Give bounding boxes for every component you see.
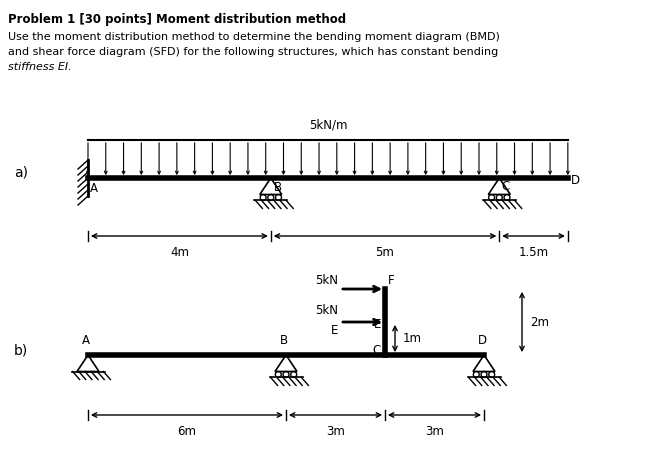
Text: 1m: 1m [403,332,422,345]
Text: C: C [501,180,510,193]
Text: 5kN/m: 5kN/m [309,119,347,132]
Text: and shear force diagram (SFD) for the following structures, which has constant b: and shear force diagram (SFD) for the fo… [8,47,498,57]
Text: E: E [373,317,381,330]
Text: b): b) [14,343,28,357]
Text: A: A [90,182,98,195]
Text: Problem 1 [30 points] Moment distribution method: Problem 1 [30 points] Moment distributio… [8,13,346,26]
Text: B: B [274,181,282,194]
Text: 4m: 4m [170,246,189,259]
Text: 5kN: 5kN [315,304,338,317]
Text: 6m: 6m [178,425,196,438]
Text: B: B [280,334,288,347]
Text: 2m: 2m [530,316,549,329]
Text: a): a) [14,166,28,180]
Text: F: F [388,274,395,287]
Text: 1.5m: 1.5m [519,246,548,259]
Text: D: D [571,173,580,186]
Text: E: E [331,324,338,337]
Text: 3m: 3m [425,425,444,438]
Text: Use the moment distribution method to determine the bending moment diagram (BMD): Use the moment distribution method to de… [8,32,500,42]
Text: 5kN: 5kN [315,274,338,287]
Text: 3m: 3m [326,425,345,438]
Text: C: C [373,344,381,357]
Text: D: D [477,334,486,347]
Text: 5m: 5m [375,246,395,259]
Text: A: A [82,334,90,347]
Text: stiffness EI.: stiffness EI. [8,62,72,72]
